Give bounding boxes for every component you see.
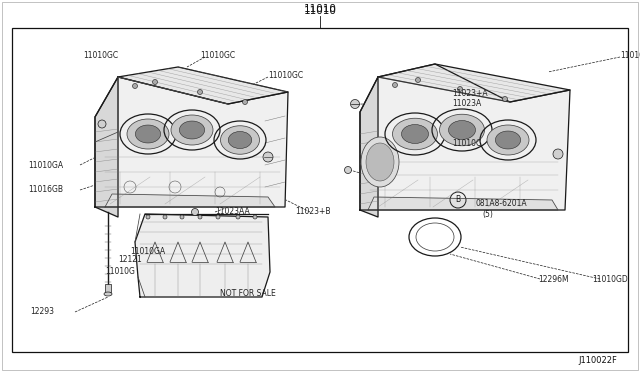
- Polygon shape: [360, 77, 378, 217]
- Text: 11010GD: 11010GD: [592, 275, 628, 283]
- Polygon shape: [368, 197, 558, 210]
- Circle shape: [344, 167, 351, 173]
- Text: 11010GC: 11010GC: [268, 71, 303, 80]
- Circle shape: [263, 152, 273, 162]
- Text: 12293: 12293: [30, 308, 54, 317]
- Text: 11010: 11010: [303, 4, 337, 14]
- Polygon shape: [118, 67, 288, 104]
- Ellipse shape: [487, 125, 529, 155]
- Text: J110022F: J110022F: [579, 356, 618, 365]
- Text: 11010G: 11010G: [105, 267, 135, 276]
- Circle shape: [392, 83, 397, 87]
- Bar: [12, 28, 628, 352]
- Ellipse shape: [401, 125, 429, 144]
- Polygon shape: [378, 64, 570, 102]
- Ellipse shape: [495, 131, 520, 149]
- Text: 11010: 11010: [303, 6, 337, 16]
- Text: 11023+B: 11023+B: [295, 206, 330, 215]
- Ellipse shape: [104, 292, 112, 296]
- Circle shape: [458, 87, 463, 92]
- Circle shape: [198, 90, 202, 94]
- Text: 11010GA: 11010GA: [130, 247, 165, 257]
- Ellipse shape: [179, 121, 205, 139]
- Circle shape: [132, 83, 138, 89]
- Circle shape: [243, 99, 248, 105]
- Circle shape: [236, 215, 240, 219]
- Circle shape: [502, 96, 508, 102]
- Text: 11016GB: 11016GB: [28, 186, 63, 195]
- Text: 11010GC: 11010GC: [83, 51, 118, 61]
- Text: 11010GA: 11010GA: [28, 160, 63, 170]
- Ellipse shape: [392, 118, 438, 150]
- Text: 11010GC: 11010GC: [200, 51, 235, 61]
- Ellipse shape: [366, 143, 394, 181]
- Circle shape: [98, 120, 106, 128]
- Circle shape: [146, 215, 150, 219]
- Circle shape: [180, 215, 184, 219]
- Text: 12121: 12121: [118, 256, 141, 264]
- Ellipse shape: [221, 126, 259, 154]
- Ellipse shape: [127, 119, 169, 149]
- Text: 11023+A: 11023+A: [452, 90, 488, 99]
- Polygon shape: [135, 214, 270, 297]
- Ellipse shape: [361, 137, 399, 187]
- Polygon shape: [105, 194, 275, 207]
- Circle shape: [216, 215, 220, 219]
- Circle shape: [163, 215, 167, 219]
- Ellipse shape: [228, 131, 252, 148]
- Ellipse shape: [136, 125, 161, 143]
- Circle shape: [191, 208, 198, 215]
- Polygon shape: [95, 77, 118, 217]
- Polygon shape: [360, 64, 570, 210]
- Circle shape: [553, 149, 563, 159]
- Circle shape: [415, 77, 420, 83]
- Text: B: B: [456, 196, 461, 205]
- Text: 11010GC: 11010GC: [620, 51, 640, 61]
- Text: 12296M: 12296M: [538, 275, 568, 283]
- Text: NOT FOR SALE: NOT FOR SALE: [220, 289, 276, 298]
- Ellipse shape: [171, 115, 213, 145]
- Circle shape: [253, 215, 257, 219]
- Text: (5): (5): [482, 209, 493, 218]
- Text: 11010C: 11010C: [452, 140, 481, 148]
- Circle shape: [152, 80, 157, 84]
- Ellipse shape: [449, 121, 476, 140]
- Text: 081A8-6201A: 081A8-6201A: [475, 199, 527, 208]
- Ellipse shape: [440, 114, 484, 146]
- Text: 11023AA: 11023AA: [215, 206, 250, 215]
- Polygon shape: [95, 77, 288, 207]
- Text: 11023A: 11023A: [452, 99, 481, 109]
- Bar: [105, 284, 111, 292]
- Circle shape: [351, 99, 360, 109]
- Circle shape: [198, 215, 202, 219]
